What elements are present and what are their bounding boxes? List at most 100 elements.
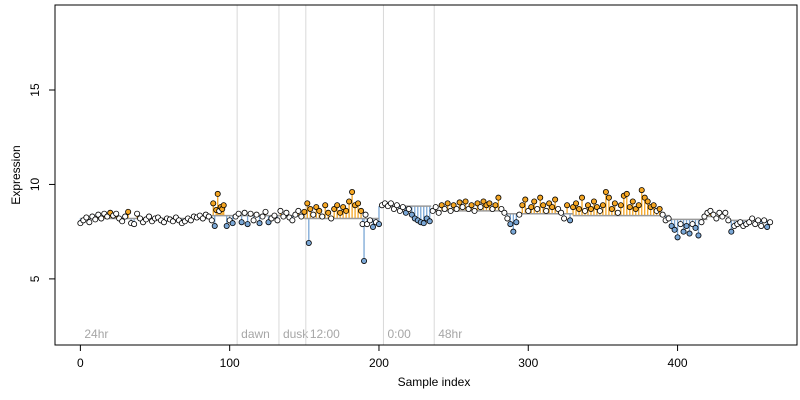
- data-point: [587, 205, 594, 212]
- data-point: [528, 204, 535, 211]
- data-point: [471, 207, 478, 214]
- data-point: [579, 194, 586, 201]
- data-point: [274, 217, 281, 224]
- data-point: [611, 200, 618, 207]
- data-point: [441, 205, 448, 212]
- data-point: [229, 220, 236, 227]
- data-point: [767, 219, 774, 226]
- data-point: [504, 215, 511, 222]
- data-point: [316, 207, 323, 214]
- data-point: [510, 228, 517, 235]
- time-marker-label: dawn: [241, 327, 270, 341]
- data-point: [289, 217, 296, 224]
- x-tick-label: 200: [369, 356, 389, 370]
- data-point: [361, 257, 368, 264]
- data-point: [558, 209, 565, 216]
- data-point: [537, 194, 544, 201]
- y-axis: 5 10 15: [28, 83, 56, 282]
- data-point: [650, 202, 657, 209]
- data-point: [83, 214, 90, 221]
- data-point: [244, 221, 251, 228]
- data-point: [761, 217, 768, 224]
- data-point: [238, 219, 245, 226]
- data-point: [362, 211, 369, 218]
- data-point: [692, 224, 699, 231]
- data-point: [680, 228, 687, 235]
- data-point: [211, 222, 218, 229]
- x-tick-label: 0: [77, 356, 84, 370]
- data-point: [358, 207, 365, 214]
- data-point: [671, 226, 678, 233]
- data-point: [638, 187, 645, 194]
- data-point: [122, 213, 129, 220]
- data-point: [399, 204, 406, 211]
- data-point: [614, 209, 621, 216]
- data-point: [576, 205, 583, 212]
- time-marker-label: 24hr: [84, 327, 108, 341]
- data-point: [355, 200, 362, 207]
- data-point: [235, 210, 242, 217]
- x-axis: 0 100 200 300 400: [77, 344, 688, 370]
- data-point: [325, 209, 332, 216]
- y-tick-label: 5: [28, 275, 42, 282]
- data-point: [552, 196, 559, 203]
- data-point: [131, 221, 138, 228]
- data-point: [573, 200, 580, 207]
- data-point: [334, 202, 341, 209]
- data-point: [456, 199, 463, 206]
- data-point: [513, 219, 520, 226]
- data-point: [250, 217, 257, 224]
- y-tick-label: 15: [28, 83, 42, 97]
- data-point: [253, 211, 260, 218]
- y-tick-label: 10: [28, 177, 42, 191]
- data-point: [220, 202, 227, 209]
- data-point: [540, 202, 547, 209]
- data-point: [722, 209, 729, 216]
- data-point: [367, 217, 374, 224]
- data-point: [713, 215, 720, 222]
- data-point: [608, 205, 615, 212]
- data-point: [453, 205, 460, 212]
- data-point: [507, 221, 514, 228]
- data-point: [277, 207, 284, 214]
- data-point: [435, 209, 442, 216]
- data-point: [677, 221, 684, 228]
- data-point: [582, 207, 589, 214]
- data-point: [322, 202, 329, 209]
- data-point: [262, 208, 269, 215]
- data-point: [271, 212, 278, 219]
- data-point: [298, 213, 305, 220]
- data-point: [134, 210, 141, 217]
- data-point: [304, 200, 311, 207]
- data-point: [683, 222, 690, 229]
- data-point: [695, 232, 702, 239]
- data-point: [241, 209, 248, 216]
- data-point: [492, 202, 499, 209]
- data-point: [444, 200, 451, 207]
- data-point: [283, 209, 290, 216]
- x-tick-label: 100: [220, 356, 240, 370]
- data-point: [495, 194, 502, 201]
- data-point: [459, 204, 466, 211]
- data-point: [468, 202, 475, 209]
- data-point: [346, 198, 353, 205]
- data-point: [698, 219, 705, 226]
- data-point: [319, 213, 326, 220]
- data-point: [223, 222, 230, 229]
- data-point: [665, 215, 672, 222]
- data-point: [561, 215, 568, 222]
- data-point: [486, 200, 493, 207]
- data-point: [531, 198, 538, 205]
- data-point: [86, 219, 93, 226]
- data-point-layer: [77, 187, 774, 264]
- data-point: [626, 204, 633, 211]
- x-tick-label: 400: [668, 356, 688, 370]
- data-point: [447, 207, 454, 214]
- data-point: [477, 204, 484, 211]
- data-point: [301, 208, 308, 215]
- data-point: [305, 239, 312, 246]
- data-point: [635, 202, 642, 209]
- time-marker-label: 0:00: [387, 327, 411, 341]
- data-point: [210, 200, 217, 207]
- data-point: [405, 205, 412, 212]
